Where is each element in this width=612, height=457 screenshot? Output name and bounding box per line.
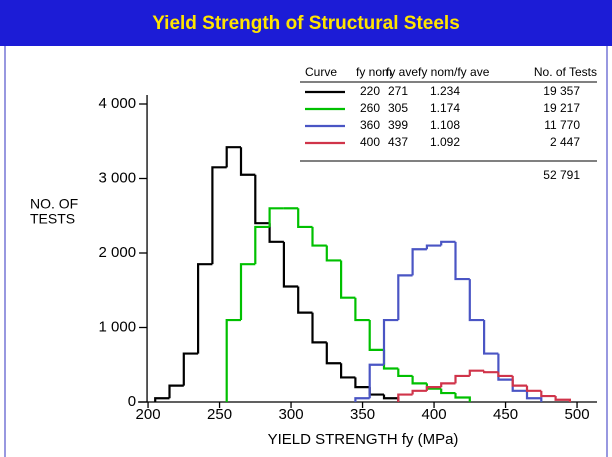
histogram-step [225, 318, 241, 402]
histogram-step [397, 393, 413, 402]
x-tick-label: 250 [207, 406, 232, 423]
histogram-step [440, 382, 456, 388]
histogram-step [425, 386, 442, 391]
legend-label: 400 [360, 135, 380, 149]
title-bar [0, 0, 612, 46]
table-header: fy ave [386, 65, 418, 79]
legend-label: 360 [360, 118, 380, 132]
legend-label: 260 [360, 101, 380, 115]
histogram-step [468, 279, 485, 322]
x-tick-label: 500 [565, 406, 590, 423]
table-cell: 11 770 [544, 118, 580, 132]
y-tick-label: 2 000 [99, 244, 137, 261]
histogram-step [239, 263, 256, 321]
histogram-step [368, 363, 384, 399]
histogram-step [268, 223, 284, 243]
table-cell: 1.092 [430, 135, 460, 149]
x-tick-label: 350 [350, 406, 375, 423]
histogram-step [511, 375, 527, 387]
y-tick-label: 3 000 [99, 169, 137, 186]
histogram-step [311, 312, 327, 344]
histogram-step [425, 244, 442, 250]
histogram-step [254, 174, 270, 225]
histogram-step [454, 374, 470, 384]
x-tick-label: 200 [136, 406, 161, 423]
histogram-step [268, 207, 284, 227]
table-header: No. of Tests [534, 65, 597, 79]
table-cell: 19 357 [543, 84, 580, 98]
table-total: 52 791 [543, 168, 580, 182]
histogram-step [382, 318, 399, 365]
histogram-step [525, 390, 543, 402]
table-cell: 399 [388, 118, 408, 132]
histogram-step [325, 342, 342, 365]
y-label: TESTS [30, 211, 75, 227]
histogram-step [397, 368, 413, 378]
table-cell: 1.234 [430, 84, 460, 98]
x-label: YIELD STRENGTH fy (MPa) [268, 431, 459, 448]
histogram-step [239, 147, 256, 176]
histogram-step [483, 370, 499, 374]
x-tick-label: 400 [422, 406, 447, 423]
histogram-step [282, 241, 299, 288]
y-tick-label: 1 000 [99, 318, 137, 335]
x-tick-label: 300 [279, 406, 304, 423]
table-cell: 19 217 [543, 101, 580, 115]
histogram-step [554, 396, 571, 402]
table-header: fy nom/fy ave [418, 65, 490, 79]
histogram-step [297, 286, 313, 314]
table-cell: 1.108 [430, 118, 460, 132]
histogram-step [397, 274, 413, 321]
histogram-step [468, 369, 485, 376]
histogram-step [254, 225, 270, 265]
x-tick-label: 450 [493, 406, 518, 423]
table-header: Curve [305, 65, 337, 79]
histogram-step [454, 393, 471, 402]
table-cell: 305 [388, 101, 408, 115]
histogram-step [197, 263, 213, 354]
table-cell: 1.174 [430, 101, 460, 115]
histogram-step [497, 353, 513, 381]
histogram-step [440, 240, 456, 246]
table-cell: 2 447 [550, 135, 580, 149]
histogram-step [368, 320, 384, 351]
histogram-step [540, 390, 556, 398]
histogram-step [454, 241, 470, 281]
histogram-step [225, 146, 241, 168]
histogram-step [182, 352, 199, 386]
histogram-step [411, 389, 427, 395]
histogram-step [311, 226, 327, 247]
y-tick-label: 4 000 [99, 95, 137, 112]
histogram-step [411, 248, 427, 276]
histogram-step [154, 397, 170, 402]
histogram-step [211, 166, 227, 265]
y-label: NO. OF [30, 196, 78, 212]
histogram-step [354, 397, 370, 402]
histogram-step [411, 375, 427, 385]
chart-title: Yield Strength of Structural Steels [152, 13, 460, 34]
table-header: fy nom [356, 65, 392, 79]
histogram-step [497, 372, 513, 378]
histogram-step [354, 377, 370, 389]
histogram-step [297, 208, 313, 229]
histogram-step [483, 320, 499, 355]
legend-label: 220 [360, 84, 380, 98]
y-tick-label: 0 [128, 393, 136, 410]
histogram-step [168, 384, 184, 399]
histogram-step [340, 363, 356, 379]
table-cell: 437 [388, 135, 408, 149]
histogram-step [340, 260, 356, 299]
histogram-step [325, 245, 342, 262]
histogram-step [525, 385, 542, 392]
histogram-step [440, 388, 456, 395]
table-cell: 271 [388, 84, 408, 98]
histogram-step [354, 297, 370, 322]
